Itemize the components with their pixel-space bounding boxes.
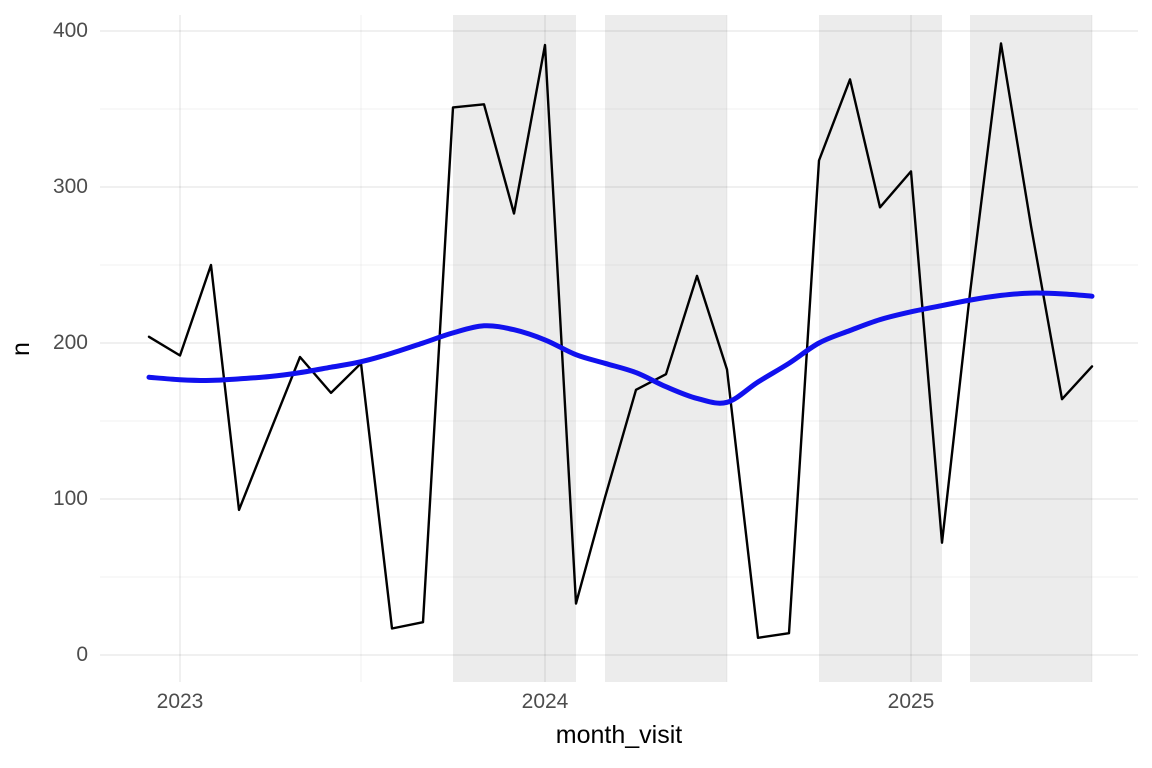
smooth-trend-line [146, 290, 1095, 406]
y-tick-label-300: 300 [52, 175, 88, 198]
x-tick-label-2024: 2024 [521, 690, 569, 713]
y-axis-title: n [7, 342, 35, 356]
observed-line [147, 42, 1094, 639]
x-tick-label-2023: 2023 [156, 690, 204, 713]
y-tick-label-100: 100 [52, 487, 88, 510]
y-tick-label-400: 400 [52, 19, 88, 42]
y-tick-label-200: 200 [52, 331, 88, 354]
x-axis-title: month_visit [555, 721, 683, 749]
seasonal-band [970, 15, 1092, 682]
y-tick-label-0: 0 [76, 643, 88, 666]
seasonal-band [819, 15, 942, 682]
seasonal-band [453, 15, 576, 682]
x-tick-label-2025: 2025 [887, 690, 935, 713]
seasonal-band [605, 15, 727, 682]
